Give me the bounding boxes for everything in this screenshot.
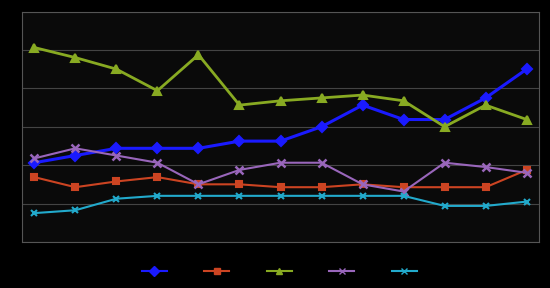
- Legend: , , , , : , , , ,: [141, 265, 420, 279]
